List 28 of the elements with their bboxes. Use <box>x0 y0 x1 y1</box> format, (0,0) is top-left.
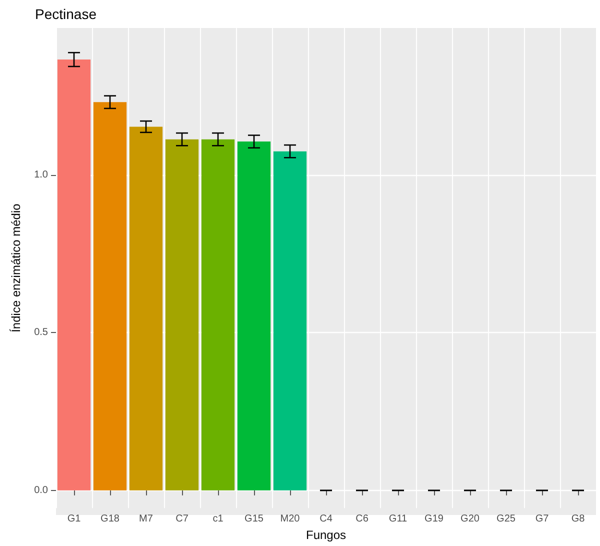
bar <box>57 60 91 490</box>
x-tick-label: M7 <box>139 514 154 525</box>
chart-title: Pectinase <box>35 6 97 22</box>
x-tick-label: G1 <box>67 514 82 525</box>
bar <box>129 126 163 490</box>
y-tick-label: 1.0 <box>34 169 48 180</box>
x-tick-label: G11 <box>388 514 408 525</box>
x-tick-label: G7 <box>535 514 550 525</box>
x-tick-label: C7 <box>176 514 189 525</box>
x-tick-label: G20 <box>460 514 480 525</box>
x-tick-label: c1 <box>212 514 224 525</box>
y-axis-title: Índice enzimático médio <box>9 203 23 332</box>
bar <box>273 151 307 490</box>
x-tick-label: G25 <box>496 514 516 525</box>
bar <box>165 139 199 490</box>
x-axis-title: Fungos <box>306 528 346 542</box>
bar <box>93 102 127 490</box>
x-tick-label: C4 <box>320 514 333 525</box>
x-tick-label: G19 <box>424 514 444 525</box>
x-tick-label: G8 <box>571 514 586 525</box>
bar <box>237 142 271 490</box>
x-tick-label: M20 <box>280 514 300 525</box>
y-tick-label: 0.0 <box>34 484 48 496</box>
x-tick-label: C6 <box>356 514 369 525</box>
bar <box>201 139 235 490</box>
x-tick-label: G15 <box>244 514 264 525</box>
x-tick-label: G18 <box>100 514 120 525</box>
y-tick-label: 0.5 <box>34 327 48 338</box>
